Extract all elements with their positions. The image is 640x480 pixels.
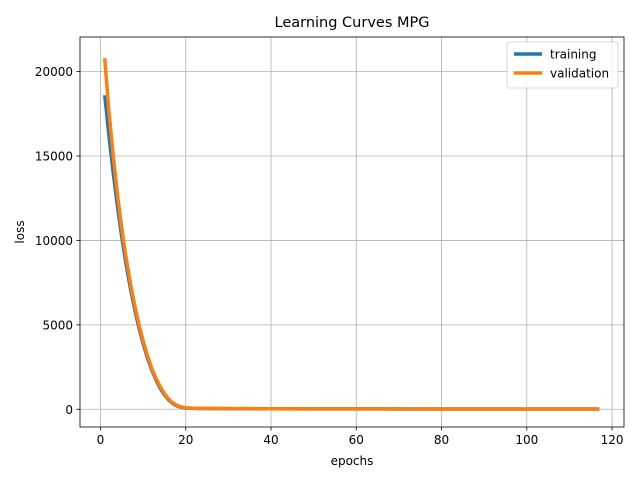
x-tick-label: 0 — [97, 433, 105, 447]
chart-title: Learning Curves MPG — [275, 15, 430, 31]
x-tick-label: 20 — [178, 433, 193, 447]
y-axis-label: loss — [13, 220, 27, 243]
y-tick-label: 5000 — [42, 318, 73, 332]
x-axis-label: epochs — [331, 454, 374, 468]
series-layer — [102, 57, 600, 411]
x-tick-label: 60 — [349, 433, 364, 447]
series-line-training — [102, 95, 600, 411]
grid-lines — [80, 37, 624, 427]
plot-area — [79, 36, 625, 428]
y-axis-ticks: 0 5000 10000 15000 20000 — [35, 65, 80, 417]
legend: training validation — [506, 41, 619, 89]
legend-label-training: training — [550, 48, 597, 62]
legend-label-validation: validation — [550, 67, 609, 81]
x-tick-label: 80 — [434, 433, 449, 447]
x-axis-ticks: 0 20 40 60 80 100 120 — [97, 427, 624, 447]
x-tick-label: 100 — [515, 433, 538, 447]
series-line-validation — [102, 57, 600, 411]
x-tick-label: 40 — [263, 433, 278, 447]
y-tick-label: 15000 — [35, 150, 73, 164]
y-tick-label: 10000 — [35, 234, 73, 248]
y-tick-label: 0 — [65, 403, 73, 417]
y-tick-label: 20000 — [35, 65, 73, 79]
x-tick-label: 120 — [601, 433, 624, 447]
